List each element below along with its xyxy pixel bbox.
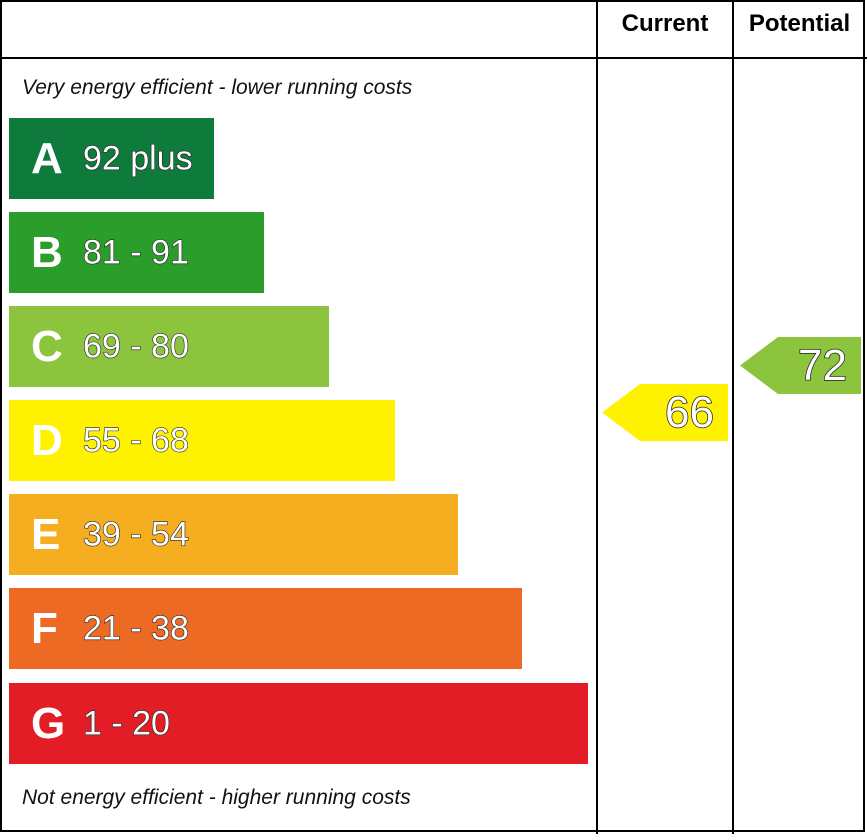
potential-header: Potential bbox=[748, 10, 851, 37]
current-rating-arrow: 66 bbox=[602, 384, 728, 441]
band-letter: G bbox=[31, 698, 66, 748]
band-range: 39 - 54 bbox=[82, 514, 189, 553]
current-rating-arrow-shape bbox=[602, 384, 728, 441]
potential-rating-arrow: 72 bbox=[740, 337, 861, 394]
band-f: F 21 - 38 bbox=[9, 588, 522, 669]
potential-column-divider bbox=[732, 0, 734, 834]
inefficient-caption: Not energy efficient - higher running co… bbox=[22, 786, 411, 809]
band-d: D 55 - 68 bbox=[9, 400, 395, 481]
current-column-divider bbox=[596, 0, 598, 834]
band-range: 92 plus bbox=[82, 138, 193, 177]
potential-rating-arrow-value: 72 bbox=[797, 340, 847, 391]
efficient-caption: Very energy efficient - lower running co… bbox=[22, 76, 413, 99]
band-a: A 92 plus bbox=[9, 118, 214, 199]
band-range: 21 - 38 bbox=[82, 608, 189, 647]
band-letter: C bbox=[31, 321, 63, 371]
band-range: 69 - 80 bbox=[82, 326, 189, 365]
band-letter: B bbox=[31, 227, 63, 277]
current-rating-arrow-value: 66 bbox=[664, 387, 714, 438]
band-b: B 81 - 91 bbox=[9, 212, 264, 293]
band-range: 55 - 68 bbox=[82, 420, 189, 459]
band-letter: D bbox=[31, 415, 63, 465]
band-letter: E bbox=[31, 509, 61, 559]
band-letter: A bbox=[31, 133, 63, 183]
potential-rating-arrow-shape bbox=[740, 337, 861, 394]
band-c: C 69 - 80 bbox=[9, 306, 329, 387]
band-g: G 1 - 20 bbox=[9, 683, 588, 764]
band-letter: F bbox=[31, 603, 58, 653]
band-range: 81 - 91 bbox=[82, 232, 189, 271]
header-divider bbox=[0, 57, 867, 59]
current-header: Current bbox=[621, 10, 709, 37]
band-e: E 39 - 54 bbox=[9, 494, 458, 575]
band-range: 1 - 20 bbox=[82, 703, 170, 742]
